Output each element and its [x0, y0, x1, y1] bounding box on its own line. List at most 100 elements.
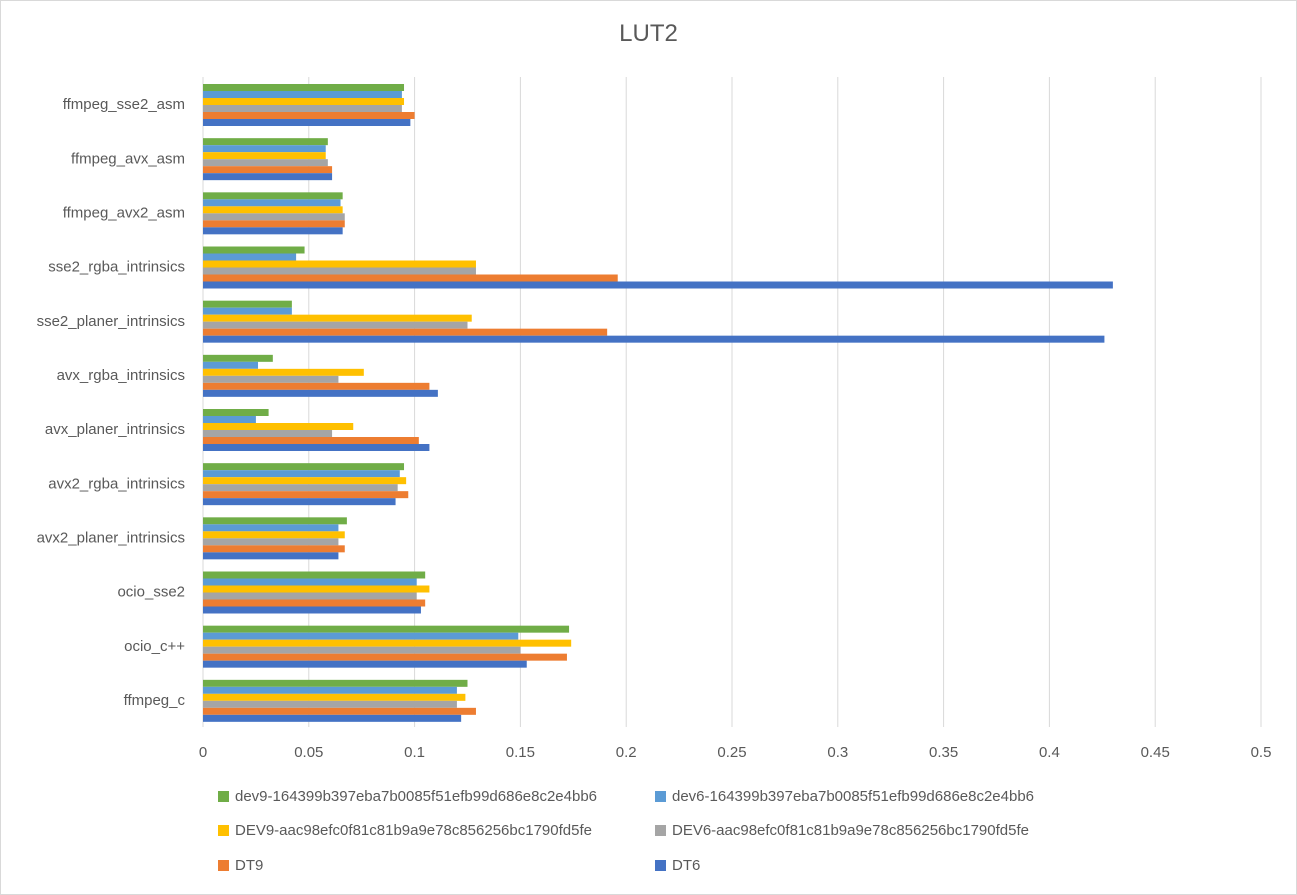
bar — [203, 321, 468, 329]
x-tick-label: 0.05 — [294, 744, 323, 761]
bar — [203, 646, 521, 654]
bar — [203, 578, 417, 586]
y-category-label: ocio_c++ — [124, 638, 185, 655]
bar — [203, 260, 476, 268]
bar — [203, 571, 426, 579]
bar — [203, 335, 1105, 343]
bar — [203, 166, 333, 174]
y-category-label: avx_rgba_intrinsics — [57, 367, 185, 384]
bar — [203, 192, 343, 200]
bar — [203, 531, 345, 539]
bar — [203, 686, 457, 694]
x-tick-label: 0.15 — [506, 744, 535, 761]
y-category-label: ocio_sse2 — [117, 584, 185, 601]
x-tick-label: 0.25 — [717, 744, 746, 761]
bar — [203, 660, 527, 668]
bar — [203, 430, 333, 437]
bar — [203, 314, 472, 322]
bar — [203, 423, 354, 430]
legend-swatch — [218, 860, 229, 871]
bar — [203, 389, 438, 397]
legend-item: DEV6-aac98efc0f81c81b9a9e78c856256bc1790… — [655, 821, 1029, 841]
bar — [203, 152, 326, 160]
y-category-label: ffmpeg_sse2_asm — [63, 96, 185, 113]
bar — [203, 213, 345, 221]
bar — [203, 173, 333, 181]
bar — [203, 368, 364, 376]
x-tick-label: 0.35 — [929, 744, 958, 761]
legend-item: DT9 — [218, 856, 263, 876]
bar — [203, 632, 519, 640]
bar — [203, 105, 402, 112]
bar — [203, 416, 256, 423]
bar — [203, 112, 415, 119]
y-category-label: ffmpeg_avx_asm — [71, 150, 185, 167]
bar — [203, 552, 339, 560]
bar — [203, 253, 297, 261]
bar — [203, 307, 292, 315]
bar — [203, 585, 430, 593]
bar — [203, 409, 269, 416]
bar — [203, 707, 476, 715]
legend-label: dev9-164399b397eba7b0085f51efb99d686e8c2… — [235, 788, 598, 805]
bar — [203, 653, 567, 661]
bar — [203, 524, 339, 532]
y-category-label: avx2_rgba_intrinsics — [48, 475, 185, 492]
legend-item: dev6-164399b397eba7b0085f51efb99d686e8c2… — [655, 787, 1034, 807]
bar — [203, 639, 572, 647]
legend-item: DT6 — [655, 856, 700, 876]
bar — [203, 498, 396, 506]
y-category-label: avx2_planer_intrinsics — [37, 529, 185, 546]
chart-title: LUT2 — [619, 20, 678, 47]
bar — [203, 138, 328, 146]
bar — [203, 679, 468, 687]
bar — [203, 693, 466, 701]
bar — [203, 463, 405, 471]
bar — [203, 538, 339, 546]
y-category-label: ffmpeg_avx2_asm — [63, 204, 185, 221]
y-category-label: sse2_planer_intrinsics — [37, 313, 185, 330]
y-category-label: ffmpeg_c — [124, 692, 186, 709]
bar — [203, 375, 339, 383]
bar — [203, 361, 259, 369]
legend-label: DT9 — [235, 857, 264, 874]
bar — [203, 84, 405, 91]
bar — [203, 145, 326, 153]
bar — [203, 328, 608, 336]
x-tick-label: 0.3 — [827, 744, 848, 761]
legend-item: dev9-164399b397eba7b0085f51efb99d686e8c2… — [218, 787, 597, 807]
x-tick-label: 0.4 — [1039, 744, 1060, 761]
x-tick-label: 0.5 — [1251, 744, 1272, 761]
bar — [203, 267, 476, 275]
bar — [203, 437, 419, 444]
bar — [203, 545, 345, 553]
bar — [203, 700, 457, 708]
bar — [203, 300, 292, 308]
bar — [203, 444, 430, 451]
y-category-label: sse2_rgba_intrinsics — [48, 259, 185, 276]
bar — [203, 206, 343, 214]
bar — [203, 592, 417, 600]
y-category-label: avx_planer_intrinsics — [45, 421, 185, 438]
legend-item: DEV9-aac98efc0f81c81b9a9e78c856256bc1790… — [218, 821, 592, 841]
bar — [203, 477, 407, 485]
bar — [203, 98, 405, 105]
bar — [203, 470, 400, 478]
legend-swatch — [218, 825, 229, 836]
bar — [203, 606, 421, 614]
legend-label: DEV6-aac98efc0f81c81b9a9e78c856256bc1790… — [672, 822, 1029, 839]
x-tick-label: 0.45 — [1141, 744, 1170, 761]
legend-swatch — [218, 791, 229, 802]
bar — [203, 91, 402, 98]
legend-label: dev6-164399b397eba7b0085f51efb99d686e8c2… — [672, 788, 1035, 805]
x-tick-label: 0.2 — [616, 744, 637, 761]
bar — [203, 625, 570, 633]
bar — [203, 354, 273, 362]
bar — [203, 281, 1113, 289]
bar — [203, 599, 426, 607]
legend-swatch — [655, 791, 666, 802]
bar — [203, 382, 430, 390]
bar — [203, 119, 411, 126]
bar — [203, 484, 398, 492]
